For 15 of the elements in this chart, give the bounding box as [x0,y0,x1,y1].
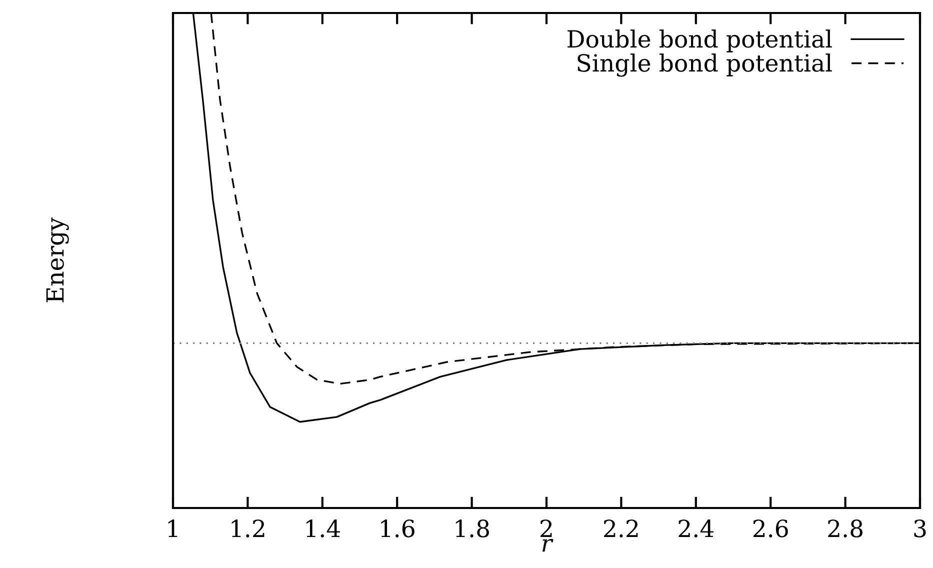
x-tick-label: 2.8 [828,520,862,538]
x-tick-label: 1.4 [306,520,340,538]
x-tick-label: 1.8 [456,520,489,538]
x-tick-label: 2 [540,520,552,538]
x-tick-label: 2.4 [678,520,714,538]
x-tick-label: 2.6 [753,520,788,538]
legend-label: Double bond potential [568,30,832,52]
x-tick-label: 1.6 [381,520,414,538]
legend-label: Single bond potential [578,54,832,77]
x-tick-label: 2.2 [604,520,638,538]
x-tick-label: 1.2 [232,520,264,538]
x-tick-label: 1 [168,520,178,538]
x-axis-title: r [542,538,554,552]
y-axis-title: Energy [46,217,69,302]
x-tick-label: 3 [914,520,926,538]
